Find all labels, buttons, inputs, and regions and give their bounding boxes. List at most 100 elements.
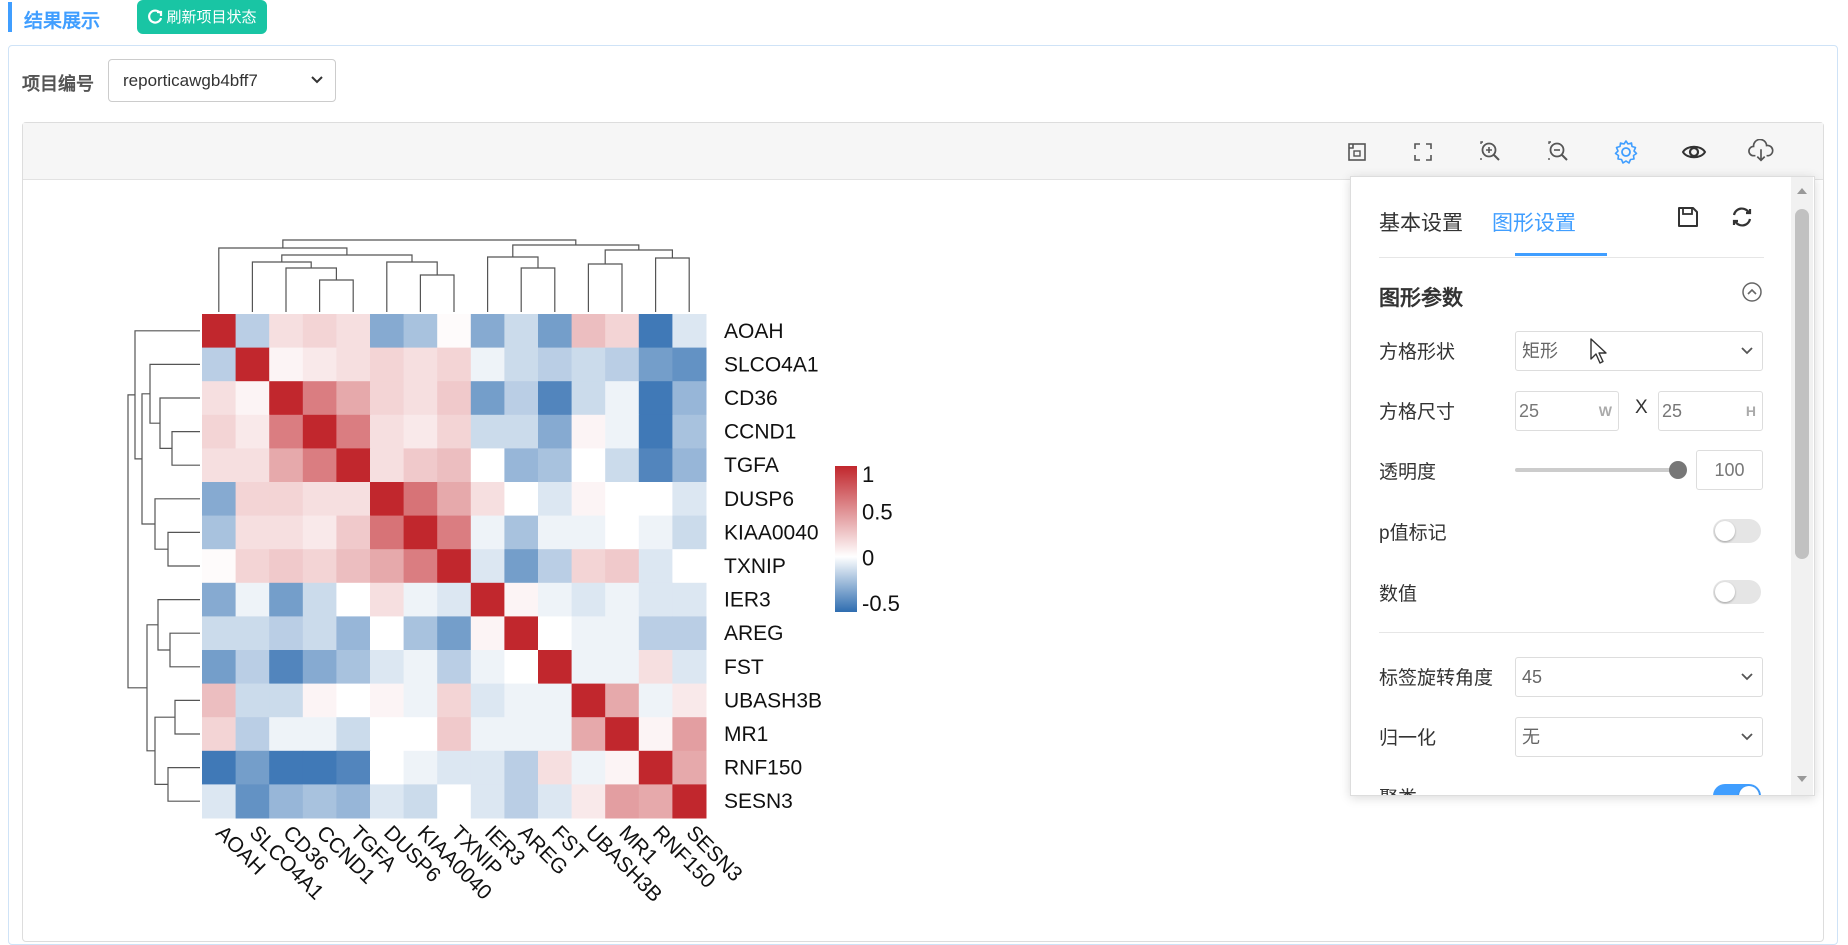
- row-label: CCND1: [724, 421, 796, 444]
- dendrogram-branch: [159, 397, 200, 449]
- scrollbar-thumb[interactable]: [1795, 209, 1809, 559]
- project-id-select[interactable]: reporticawgb4bff7: [108, 59, 336, 102]
- row-label: MR1: [724, 723, 768, 746]
- legend-tick-label: 0.5: [862, 500, 893, 525]
- row-label: SLCO4A1: [724, 353, 819, 376]
- heatmap-cell: [672, 314, 707, 349]
- scroll-up-icon[interactable]: [1796, 187, 1808, 195]
- dendrogram-branch: [587, 263, 623, 312]
- heatmap-cell: [470, 314, 505, 349]
- cluster-toggle[interactable]: [1713, 784, 1761, 795]
- heatmap-cell: [437, 650, 472, 685]
- heatmap-cell: [370, 448, 405, 483]
- heatmap-cell: [538, 381, 573, 416]
- heatmap-cell: [269, 650, 304, 685]
- dendrogram-branch: [154, 716, 175, 785]
- heatmap-cell: [336, 784, 371, 819]
- opacity-value-input[interactable]: 100: [1696, 450, 1763, 490]
- row-label: TGFA: [724, 454, 779, 477]
- heatmap-cell: [336, 750, 371, 785]
- heatmap-cell: [403, 650, 438, 685]
- heatmap-cell: [302, 381, 337, 416]
- heatmap-cell: [571, 515, 606, 550]
- settings-scrollbar[interactable]: [1791, 177, 1813, 795]
- heatmap-cell: [403, 717, 438, 752]
- heatmap-cell: [202, 650, 237, 685]
- heatmap-cell: [437, 381, 472, 416]
- chevron-up-circle-icon[interactable]: [1741, 281, 1763, 308]
- heatmap-cell: [370, 582, 405, 617]
- opacity-slider-track[interactable]: [1515, 468, 1680, 472]
- tab-graph-settings[interactable]: 图形设置: [1492, 212, 1576, 235]
- heatmap-cell: [538, 582, 573, 617]
- heatmap-cell: [202, 347, 237, 382]
- toggle-knob: [1715, 521, 1735, 541]
- opacity-slider-handle[interactable]: [1669, 461, 1687, 479]
- show-value-toggle[interactable]: [1713, 580, 1761, 604]
- heatmap-cell: [269, 717, 304, 752]
- heatmap-cell: [202, 381, 237, 416]
- heatmap-cell: [202, 448, 237, 483]
- eye-icon[interactable]: [1681, 139, 1707, 165]
- dendrogram-branch: [282, 239, 577, 248]
- gear-icon[interactable]: [1613, 139, 1639, 165]
- show-value-label: 数值: [1379, 584, 1418, 605]
- cloud-download-icon[interactable]: [1748, 139, 1774, 165]
- heatmap-cell: [336, 381, 371, 416]
- pvalue-mark-toggle[interactable]: [1713, 519, 1761, 543]
- heatmap-cell: [370, 515, 405, 550]
- fullscreen-icon[interactable]: [1410, 139, 1436, 165]
- dendrogram-branch: [167, 531, 200, 567]
- heatmap-cell: [504, 683, 539, 718]
- heatmap-cell: [470, 683, 505, 718]
- heatmap-cell: [672, 448, 707, 483]
- save-icon[interactable]: [1676, 205, 1700, 234]
- heatmap-cell: [437, 683, 472, 718]
- reset-icon[interactable]: [1729, 205, 1755, 234]
- cell-height-input[interactable]: 25 H: [1658, 391, 1763, 431]
- heatmap-cell: [202, 515, 237, 550]
- heatmap-cell: [605, 515, 640, 550]
- scroll-down-icon[interactable]: [1796, 775, 1808, 783]
- heatmap-cell: [403, 381, 438, 416]
- zoom-in-icon[interactable]: [1477, 139, 1503, 165]
- heatmap-cell: [638, 414, 673, 449]
- refresh-status-label: 刷新项目状态: [166, 9, 257, 26]
- dendrogram-branch: [154, 498, 200, 550]
- heatmap-cell: [638, 750, 673, 785]
- heatmap-cell: [403, 414, 438, 449]
- heatmap-cell: [269, 347, 304, 382]
- fit-screen-icon[interactable]: [1344, 139, 1370, 165]
- heatmap-cell: [336, 717, 371, 752]
- mouse-cursor-icon: [1590, 338, 1607, 364]
- refresh-status-button[interactable]: 刷新项目状态: [137, 0, 267, 34]
- dendrogram-branch: [285, 267, 337, 312]
- heatmap-cell: [638, 717, 673, 752]
- heatmap-cell: [638, 448, 673, 483]
- dendrogram-branch: [604, 249, 673, 264]
- heatmap-cell: [571, 750, 606, 785]
- cell-shape-select[interactable]: 矩形: [1515, 331, 1763, 371]
- legend-tick-label: 1: [862, 462, 874, 487]
- heatmap-cell: [504, 414, 539, 449]
- heatmap-cell: [638, 784, 673, 819]
- heatmap-cell: [403, 515, 438, 550]
- heatmap-cell: [235, 616, 270, 651]
- zoom-out-icon[interactable]: [1545, 139, 1571, 165]
- row-label: DUSP6: [724, 488, 794, 511]
- legend-tick-label: 0: [862, 545, 874, 570]
- dendrogram-branch: [167, 767, 200, 802]
- heatmap-cell: [202, 717, 237, 752]
- heatmap-cell: [437, 750, 472, 785]
- label-rotation-select[interactable]: 45: [1515, 657, 1763, 697]
- cell-width-input[interactable]: 25 W: [1515, 391, 1619, 431]
- normalize-select[interactable]: 无: [1515, 717, 1763, 757]
- heatmap-cell: [538, 549, 573, 584]
- heatmap-cell: [302, 448, 337, 483]
- heatmap-cell: [403, 314, 438, 349]
- heatmap-cell: [571, 616, 606, 651]
- tab-basic-settings[interactable]: 基本设置: [1379, 212, 1463, 235]
- dendrogram-branch: [127, 394, 147, 689]
- dendrogram-branch: [149, 363, 200, 424]
- heatmap-cell: [437, 482, 472, 517]
